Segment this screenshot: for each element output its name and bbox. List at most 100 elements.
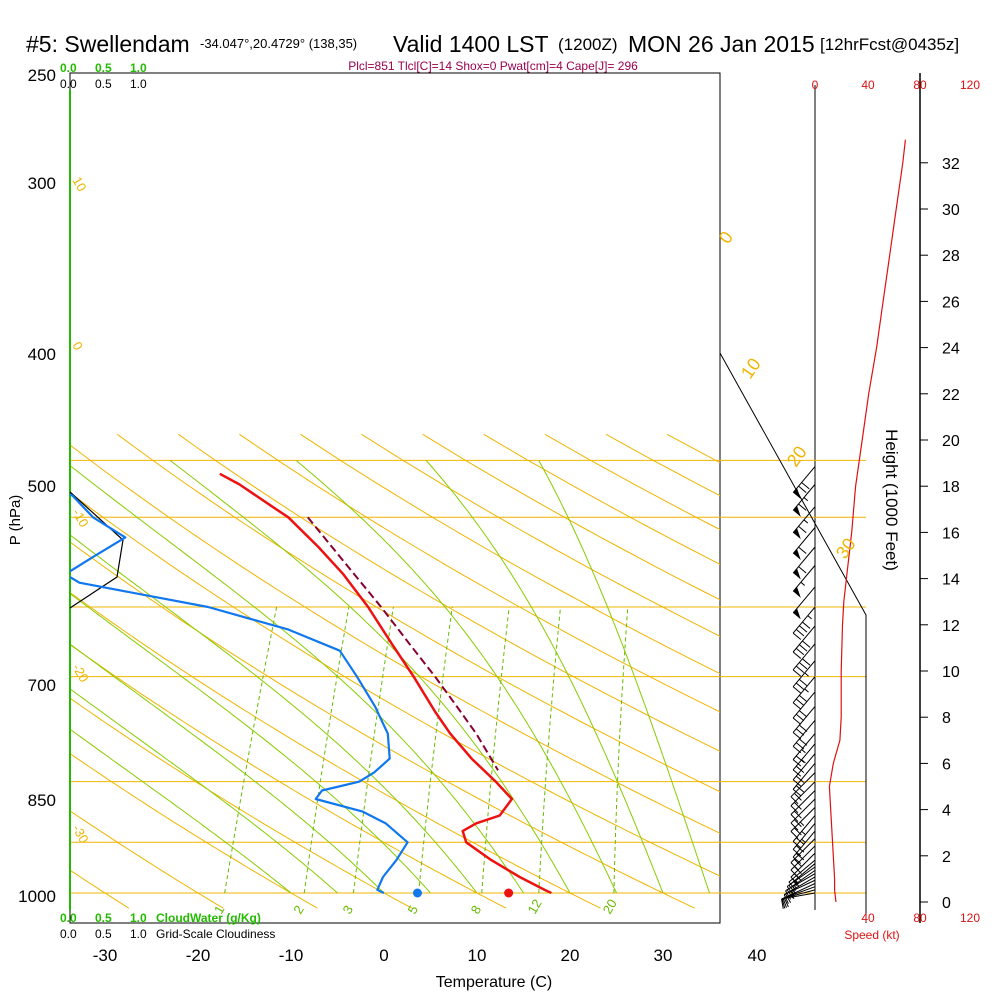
- wind-barb-half-feather: [801, 838, 806, 843]
- wind-barb-feather: [792, 686, 802, 694]
- wind-barb-feather: [801, 482, 810, 490]
- mixing-ratio-lines: 1 2 3 5 8 12 20: [211, 606, 629, 917]
- cloud-tick-bottom: 0.0: [60, 911, 77, 925]
- wind-barb: [792, 527, 816, 560]
- wind-barb-staff: [792, 719, 816, 747]
- wind-barb-feather: [792, 651, 802, 659]
- wind-barb-staff: [781, 892, 816, 900]
- wind-barb-feather: [798, 625, 808, 633]
- wind-barbs: [781, 466, 816, 909]
- valid-time: Valid 1400 LST: [393, 31, 549, 57]
- moist-adiabat-line: [70, 688, 338, 894]
- wind-barb-feather: [798, 678, 808, 687]
- dry-adiabat-line: [422, 433, 720, 601]
- wind-barb-feather: [782, 898, 787, 908]
- mixing-ratio-line: [303, 606, 350, 894]
- wind-barb: [790, 790, 816, 822]
- wind-barb-half-feather: [800, 581, 806, 586]
- wind-barb: [792, 546, 816, 580]
- height-axis-label: Height (1000 Feet): [882, 429, 901, 571]
- wind-barb: [792, 660, 816, 694]
- dry-adiabat-line: [239, 433, 720, 713]
- wind-barb-staff: [783, 883, 816, 899]
- cloud-water-label: CloudWater (g/Kg): [156, 911, 261, 925]
- dry-adiabat-label: 30: [832, 534, 860, 562]
- wind-barb-feather: [792, 759, 802, 767]
- moist-adiabat-line: [425, 460, 664, 894]
- speed-axis-bottom: 40 80 120 Speed (kt): [844, 911, 980, 942]
- dry-adiabat-line: [178, 433, 720, 752]
- wind-barb-feather: [802, 640, 811, 648]
- wind-barb-feather: [793, 792, 802, 801]
- wind-barb: [783, 883, 816, 908]
- wind-barb-flag: [793, 608, 801, 620]
- valid-date: MON 26 Jan 2015: [628, 31, 815, 57]
- moist-adiabat-line: [70, 728, 292, 894]
- zulu-time: (1200Z): [558, 35, 618, 54]
- wind-barb-staff: [790, 852, 816, 878]
- height-tick: 30: [942, 202, 960, 219]
- dry-adiabat-line: [70, 643, 507, 909]
- wind-barb-feather: [790, 796, 799, 805]
- wind-barb: [792, 506, 816, 540]
- wind-barb-feather: [798, 485, 807, 493]
- t-tick: 30: [654, 946, 673, 965]
- wind-barb-staff: [792, 546, 816, 574]
- dry-adiabat-label: 0: [715, 228, 737, 248]
- panel-edge-line: [719, 352, 867, 923]
- wind-barb-feather: [798, 662, 808, 670]
- cloud-tick-bottom: 0.5: [95, 911, 112, 925]
- moist-adiabats: [70, 460, 710, 894]
- wind-barb-feather: [790, 805, 799, 814]
- height-tick: 32: [942, 156, 960, 173]
- wind-barb-feather: [792, 856, 802, 864]
- temperature-line: [219, 472, 552, 895]
- wind-barb: [788, 863, 816, 894]
- wind-barb-staff: [788, 863, 816, 886]
- wind-barb-staff: [790, 781, 816, 807]
- parcel-params: Plcl=851 Tlcl[C]=14 Shox=0 Pwat[cm]=4 Ca…: [348, 59, 638, 73]
- moist-adiabat-line: [70, 534, 478, 894]
- wind-barb-feather: [798, 546, 807, 554]
- wind-barb-feather: [785, 893, 791, 903]
- height-tick: 2: [942, 849, 951, 866]
- wind-barb: [792, 606, 816, 640]
- wind-barb-staff: [792, 643, 816, 671]
- height-tick: 24: [942, 341, 960, 358]
- mixing-ratio-line: [418, 606, 453, 894]
- cloud-water-axis-bottom: 0.0 0.5 1.0 CloudWater (g/Kg): [60, 911, 261, 925]
- moist-adiabat-line: [70, 592, 431, 894]
- height-tick: 20: [942, 433, 960, 450]
- wind-barb-feather: [781, 898, 784, 909]
- wind-barb-feather: [795, 775, 805, 783]
- dry-adiabat-label: 20: [783, 442, 811, 470]
- wind-barb-feather: [792, 702, 802, 710]
- wind-speed-line: [828, 139, 906, 903]
- wind-barb-staff: [792, 466, 816, 493]
- speed-tick-bottom: 80: [913, 911, 927, 925]
- height-tick: 26: [942, 294, 960, 311]
- wind-barb-staff: [792, 733, 816, 760]
- cloud-water-axis-top: 0.0 0.5 1.0: [60, 61, 147, 75]
- wind-barb-flag: [793, 548, 801, 560]
- cloud-tick-bottom: 1.0: [130, 911, 147, 925]
- p-tick: 500: [28, 477, 56, 496]
- wind-barb-feather: [792, 769, 802, 777]
- speed-tick-top: 120: [960, 78, 980, 92]
- skewt-frame: [69, 72, 721, 924]
- wind-barb-feather: [793, 801, 802, 810]
- wind-barb-feather: [781, 898, 786, 909]
- wind-barb: [792, 743, 816, 777]
- wind-barb-feather: [795, 647, 805, 656]
- mixing-ratio-line: [613, 606, 629, 894]
- moist-adiabat-line: [295, 460, 617, 894]
- wind-barb: [792, 466, 816, 500]
- wind-speed-profile: [828, 139, 906, 903]
- wind-barb-feather: [793, 858, 802, 867]
- surface-dewpoint-dot: [412, 888, 422, 898]
- wind-barb-feather: [795, 629, 805, 637]
- wind-barb-flag: [793, 487, 801, 500]
- dry-adiabat-label: -10: [69, 506, 91, 530]
- cloudiness-axis-top: 0.0 0.5 1.0: [60, 77, 147, 91]
